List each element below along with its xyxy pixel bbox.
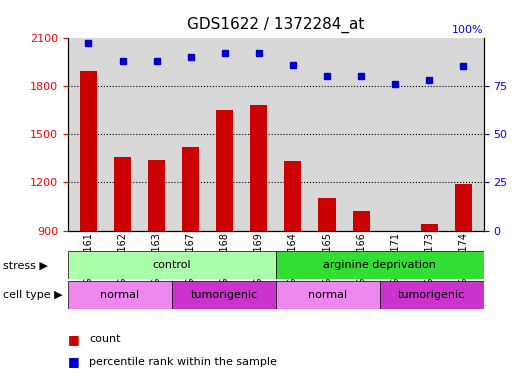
Text: normal: normal [308, 290, 347, 300]
Bar [251, 105, 267, 231]
Bar [182, 147, 199, 231]
Text: normal: normal [100, 290, 140, 300]
Text: percentile rank within the sample: percentile rank within the sample [89, 357, 277, 367]
Bar [386, 231, 404, 236]
Text: control: control [153, 260, 191, 270]
Text: tumorigenic: tumorigenic [398, 290, 465, 300]
Bar [319, 198, 336, 231]
Bar [353, 211, 370, 231]
Bar [80, 71, 97, 231]
Bar [114, 157, 131, 231]
Bar [276, 251, 484, 279]
Text: tumorigenic: tumorigenic [190, 290, 257, 300]
Text: arginine deprivation: arginine deprivation [323, 260, 436, 270]
Bar [380, 281, 484, 309]
Bar [148, 160, 165, 231]
Bar [285, 161, 301, 231]
Text: ■: ■ [68, 333, 79, 346]
Text: 100%: 100% [452, 25, 484, 34]
Text: stress ▶: stress ▶ [3, 260, 48, 270]
Bar [68, 251, 276, 279]
Bar [276, 281, 380, 309]
Text: count: count [89, 334, 120, 344]
Text: cell type ▶: cell type ▶ [3, 290, 62, 300]
Text: ■: ■ [68, 356, 79, 368]
Bar [420, 224, 438, 231]
Bar [455, 184, 472, 231]
Title: GDS1622 / 1372284_at: GDS1622 / 1372284_at [187, 17, 365, 33]
Bar [68, 281, 172, 309]
Bar [172, 281, 276, 309]
Bar [216, 110, 233, 231]
